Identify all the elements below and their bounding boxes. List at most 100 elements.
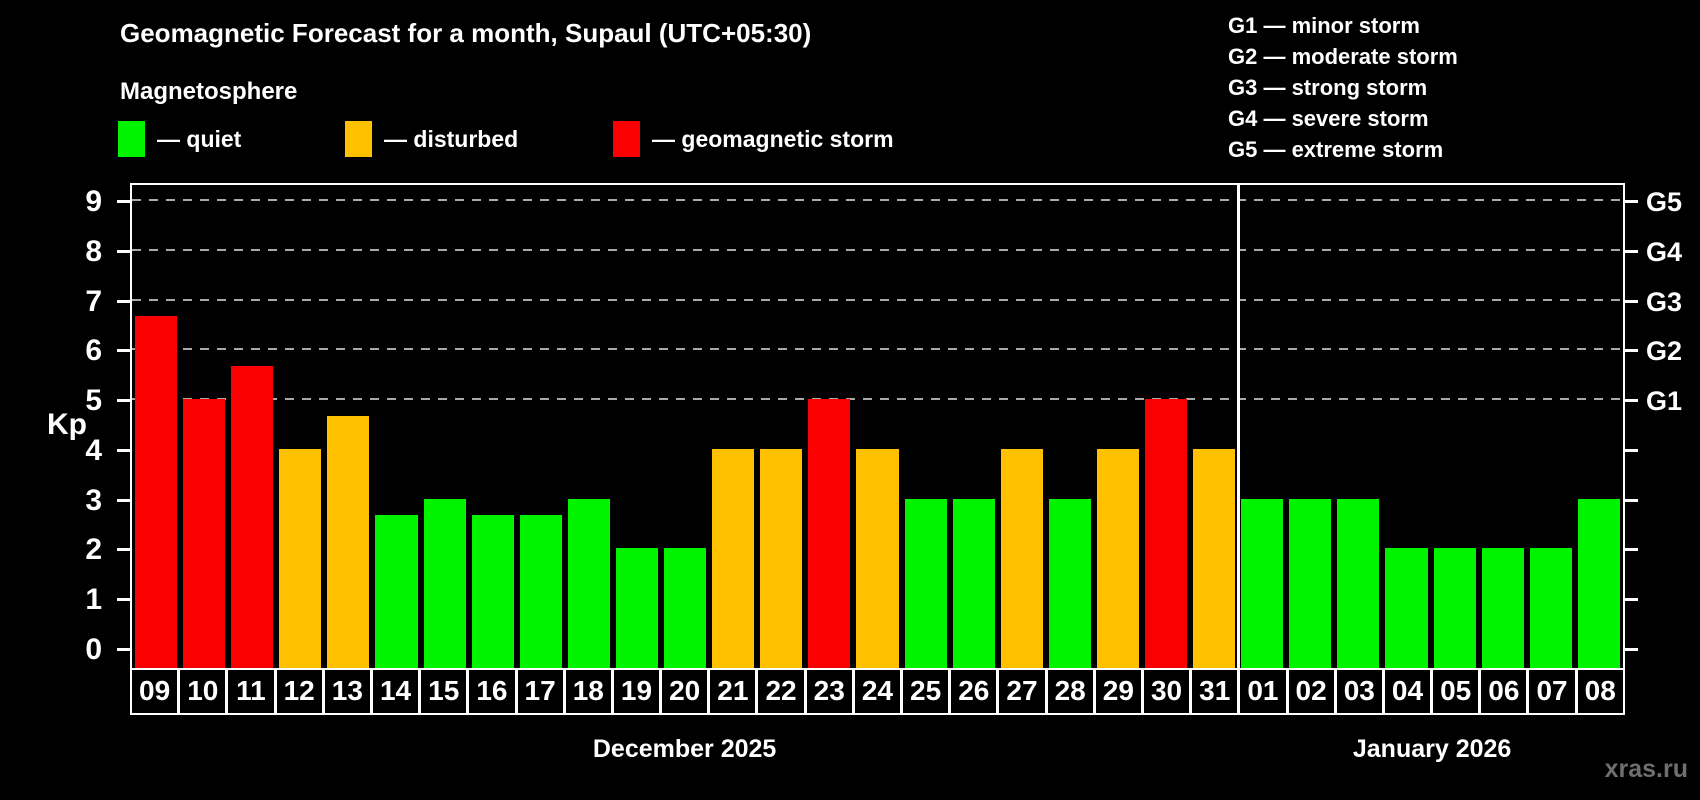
quiet-color-swatch: [118, 121, 145, 157]
y-tick-label-3: 3: [85, 483, 102, 517]
gridline-kp-5: [132, 398, 1623, 401]
y-tick-6: [117, 349, 130, 353]
month-divider-line: [1236, 185, 1240, 668]
right-tick-4: [1625, 448, 1638, 452]
g2-legend-line: G2 — moderate storm: [1228, 44, 1458, 69]
bar-slot-24: [853, 185, 901, 668]
x-label-01: 01: [1240, 670, 1289, 713]
bar-slot-10: [180, 185, 228, 668]
right-label-g3: G3: [1646, 286, 1683, 317]
bar-slot-02: [1286, 185, 1334, 668]
kp-bar-dec-17: [519, 515, 562, 668]
x-label-02: 02: [1289, 670, 1337, 713]
bar-slot-17: [517, 185, 565, 668]
right-tick-2: [1625, 548, 1638, 552]
kp-bar-jan-08: [1577, 498, 1620, 668]
y-tick-label-1: 1: [85, 583, 102, 617]
y-tick-2: [117, 548, 130, 552]
kp-bar-jan-03: [1337, 498, 1380, 668]
g1-legend-line: G1 — minor storm: [1228, 13, 1420, 38]
bar-slot-15: [421, 185, 469, 668]
x-label-17: 17: [518, 670, 566, 713]
kp-bar-dec-26: [952, 498, 995, 668]
x-label-22: 22: [758, 670, 807, 713]
right-tick-8: [1625, 249, 1638, 253]
g-scale-legend: G1 — minor storm G2 — moderate storm G3 …: [1228, 10, 1458, 165]
bar-slot-25: [902, 185, 950, 668]
kp-bar-dec-29: [1096, 448, 1139, 668]
x-label-28: 28: [1048, 670, 1096, 713]
right-tick-6: [1625, 349, 1638, 353]
legend-item-quiet: — quiet: [118, 120, 241, 158]
x-label-11: 11: [228, 670, 277, 713]
gridline-kp-8: [132, 248, 1623, 251]
bar-slot-31: [1190, 185, 1238, 668]
y-tick-7: [117, 299, 130, 303]
kp-bar-dec-16: [471, 515, 514, 668]
kp-bar-dec-23: [808, 399, 851, 668]
kp-bar-dec-14: [375, 515, 418, 668]
bar-slot-09: [132, 185, 180, 668]
x-label-04: 04: [1385, 670, 1434, 713]
right-tick-0: [1625, 648, 1638, 651]
bar-slot-26: [950, 185, 998, 668]
kp-bar-dec-09: [135, 315, 178, 668]
bar-slot-14: [372, 185, 420, 668]
y-tick-9: [117, 199, 130, 203]
right-label-g2: G2: [1646, 336, 1683, 367]
g4-legend-line: G4 — severe storm: [1228, 106, 1429, 131]
kp-bar-dec-27: [1000, 448, 1043, 668]
y-tick-3: [117, 498, 130, 502]
right-label-g4: G4: [1646, 236, 1683, 267]
y-tick-1: [117, 598, 130, 602]
kp-bar-dec-31: [1193, 448, 1236, 668]
x-axis-day-labels: 09 10 11 12 13 14 15 16 17 18 19 20 21 22 23 24 25 26 27 28…: [130, 668, 1625, 715]
kp-bar-jan-01: [1241, 498, 1284, 668]
kp-bar-dec-19: [615, 548, 659, 668]
bar-slot-21: [709, 185, 757, 668]
right-tick-9: [1625, 199, 1638, 203]
bar-slot-16: [469, 185, 517, 668]
kp-bar-dec-30: [1144, 399, 1188, 668]
bar-slot-06: [1479, 185, 1527, 668]
bar-slot-30: [1142, 185, 1190, 668]
kp-bar-jan-05: [1433, 548, 1476, 668]
y-tick-8: [117, 249, 130, 253]
right-tick-1: [1625, 598, 1638, 602]
bar-slot-19: [613, 185, 661, 668]
right-tick-5: [1625, 399, 1638, 403]
bar-slot-12: [276, 185, 324, 668]
x-label-12: 12: [277, 670, 325, 713]
chart-subtitle: Magnetosphere: [120, 78, 298, 105]
y-tick-label-4: 4: [85, 433, 102, 467]
y-tick-label-9: 9: [85, 184, 102, 218]
x-label-16: 16: [469, 670, 518, 713]
month-label-december: December 2025: [592, 735, 777, 763]
bar-slot-11: [228, 185, 276, 668]
month-captions: December 2025 January 2026: [130, 735, 1625, 764]
plot-area: [130, 183, 1625, 670]
bar-slot-08: [1575, 185, 1623, 668]
x-label-20: 20: [662, 670, 711, 713]
x-label-14: 14: [373, 670, 422, 713]
x-label-25: 25: [903, 670, 952, 713]
gridline-kp-7: [132, 298, 1623, 301]
x-label-19: 19: [614, 670, 663, 713]
g5-legend-line: G5 — extreme storm: [1228, 137, 1444, 162]
y-tick-label-5: 5: [85, 384, 102, 418]
y-axis-title: Kp: [47, 408, 87, 441]
bars-row: [132, 185, 1623, 668]
kp-bar-jan-06: [1481, 548, 1524, 668]
kp-bar-dec-12: [279, 448, 322, 668]
right-label-g1: G1: [1646, 386, 1683, 417]
watermark: xras.ru: [1604, 755, 1688, 783]
right-axis: G1 G2 G3 G4 G5: [1625, 183, 1700, 670]
y-tick-label-2: 2: [85, 533, 102, 567]
kp-bar-jan-07: [1529, 548, 1572, 668]
bar-slot-22: [757, 185, 805, 668]
bar-slot-05: [1431, 185, 1479, 668]
gridline-kp-6: [132, 348, 1623, 351]
bar-slot-28: [1046, 185, 1094, 668]
y-axis: 0 1 2 3 4 5 6 7 8 9: [0, 183, 130, 670]
